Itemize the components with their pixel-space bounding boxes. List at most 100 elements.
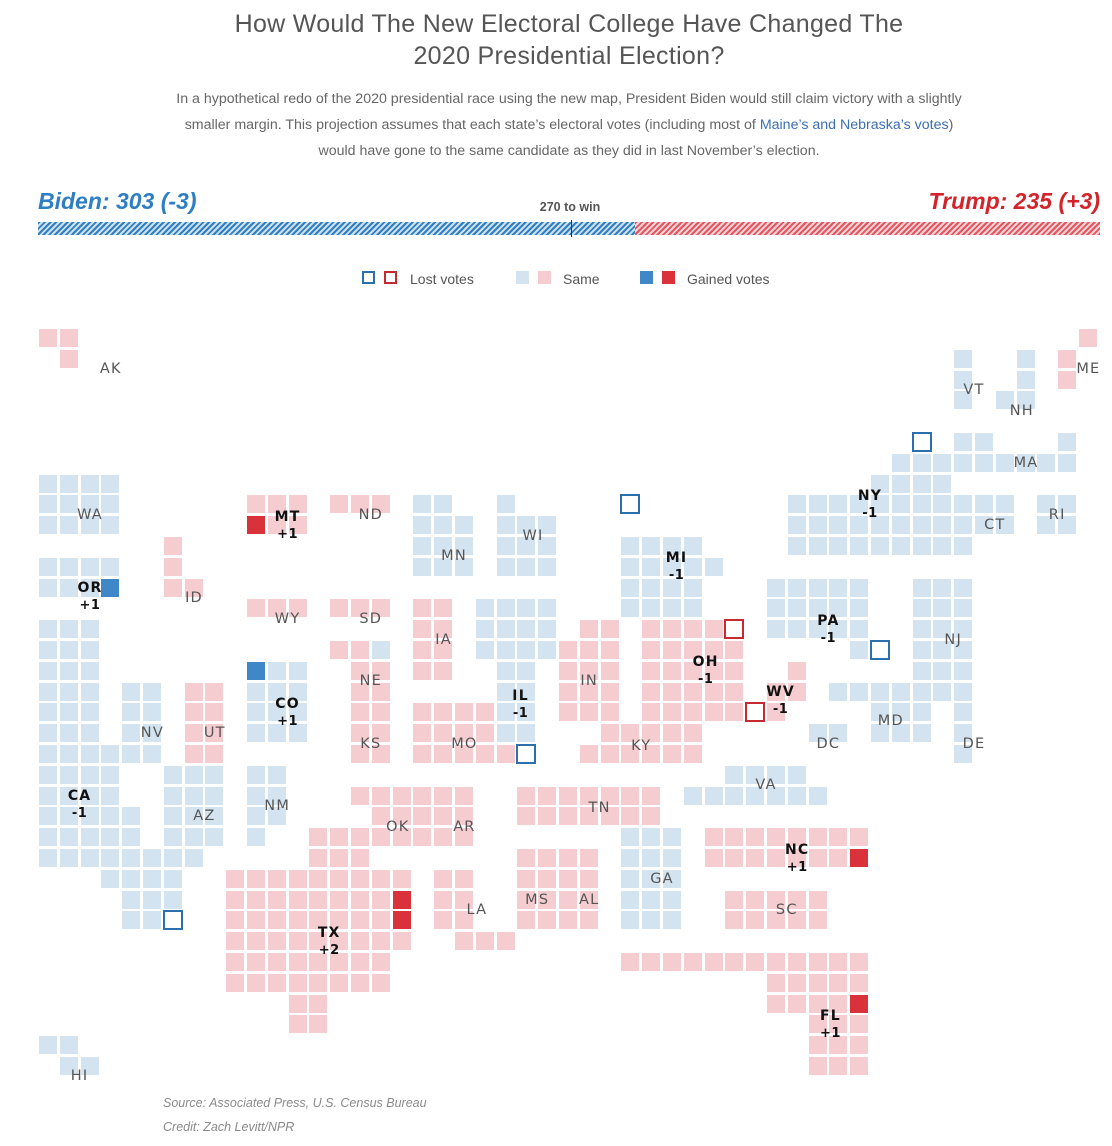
state-change: +1 <box>277 526 299 542</box>
tile-tx <box>246 931 266 952</box>
tile-sc <box>745 889 766 910</box>
tile-ar <box>454 827 474 848</box>
state-label-ia: IA <box>435 631 452 649</box>
state-abbr: NJ <box>944 631 962 648</box>
state-abbr: TX <box>317 924 341 941</box>
state-abbr: AK <box>99 361 122 378</box>
tile-fl <box>849 952 870 972</box>
tile-ia <box>412 640 433 660</box>
tile-tx <box>266 972 287 993</box>
state-abbr: WI <box>522 527 544 544</box>
tile-ny <box>849 494 870 515</box>
tile-ca <box>38 744 58 764</box>
legend-gained-label: Gained votes <box>687 271 770 287</box>
tile-ma <box>974 432 994 452</box>
tile-mi <box>682 536 703 556</box>
tile-ga <box>662 848 682 868</box>
tile-ma <box>974 452 994 473</box>
tile-mo <box>495 744 516 764</box>
tile-tx <box>287 910 308 931</box>
tile-pa <box>766 598 786 619</box>
tile-mn <box>454 515 474 536</box>
tile-il <box>495 702 516 723</box>
tile-ca <box>100 868 121 889</box>
tile-co <box>246 723 266 744</box>
tile-ca <box>142 910 162 931</box>
state-abbr: IA <box>435 631 452 648</box>
tile-id <box>162 577 183 598</box>
state-label-nc: NC +1 <box>785 841 809 877</box>
title-line-1: How Would The New Electoral College Have… <box>234 10 904 38</box>
tile-oh <box>703 681 724 702</box>
tile-ma <box>994 452 1015 473</box>
tile-al <box>578 910 599 931</box>
state-label-ma: MA <box>1014 454 1039 472</box>
tile-tx <box>370 889 391 910</box>
tile-tn <box>558 806 578 827</box>
tile-ok <box>370 806 391 827</box>
tile-ut <box>183 723 204 744</box>
tile-ca <box>79 723 100 744</box>
tile-sc <box>807 889 828 910</box>
tile-or <box>58 556 79 577</box>
tile-ne <box>350 681 370 702</box>
tile-il <box>516 598 537 619</box>
tile-hi <box>58 1035 79 1056</box>
state-change: -1 <box>668 568 685 584</box>
state-abbr: IL <box>512 687 529 704</box>
tile-ri <box>1036 494 1057 515</box>
tile-ny <box>786 494 807 515</box>
state-abbr: ID <box>185 590 203 606</box>
state-label-de: DE <box>963 735 986 753</box>
tile-fl <box>703 952 724 972</box>
tile-va <box>786 785 807 806</box>
tile-nj <box>911 660 932 681</box>
state-abbr: TN <box>588 800 611 817</box>
tile-oh <box>682 660 703 681</box>
tile-ks <box>370 702 391 723</box>
state-abbr: SC <box>775 902 798 918</box>
tile-ca <box>79 619 100 640</box>
tile-la <box>454 931 474 952</box>
state-abbr: OH <box>692 654 719 671</box>
tile-ca <box>58 806 79 827</box>
tile-oh <box>641 619 662 640</box>
tile-ca <box>58 785 79 806</box>
tile-tx <box>329 889 350 910</box>
state-label-nm: NM <box>264 797 290 815</box>
tile-wv <box>766 681 786 702</box>
tile-wi <box>495 536 516 556</box>
state-abbr: AR <box>453 818 476 835</box>
description-text-2: ) would have gone to the same candidate … <box>318 117 954 159</box>
tile-in <box>599 640 620 660</box>
tile-tx <box>350 910 370 931</box>
tile-va <box>682 785 703 806</box>
tile-tx <box>350 827 370 848</box>
tile-ga <box>662 889 682 910</box>
tile-ca <box>79 785 100 806</box>
tile-ar <box>433 785 454 806</box>
same-dem-swatch <box>516 271 529 284</box>
state-label-nd: ND <box>359 506 383 524</box>
state-label-ms: MS <box>525 891 549 909</box>
tile-fl <box>662 952 682 972</box>
tile-ma <box>953 452 974 473</box>
state-label-ca: CA -1 <box>68 787 92 823</box>
tile-ky <box>682 744 703 764</box>
tile-ky <box>578 744 599 764</box>
maine-nebraska-link[interactable]: Maine’s and Nebraska’s votes <box>759 117 949 133</box>
tile-ca <box>121 868 142 889</box>
tile-il <box>516 702 537 723</box>
state-abbr: VA <box>755 777 777 794</box>
tile-nc <box>724 827 745 848</box>
tile-tx <box>308 993 329 1014</box>
tile-il <box>495 723 516 744</box>
tile-ky <box>662 723 682 744</box>
tile-sd <box>350 598 370 619</box>
tile-oh <box>703 640 724 660</box>
tile-nj <box>911 640 932 660</box>
tile-ga <box>620 910 641 931</box>
tile-ar <box>433 827 454 848</box>
state-abbr: CO <box>275 696 300 713</box>
tile-nj <box>953 660 974 681</box>
